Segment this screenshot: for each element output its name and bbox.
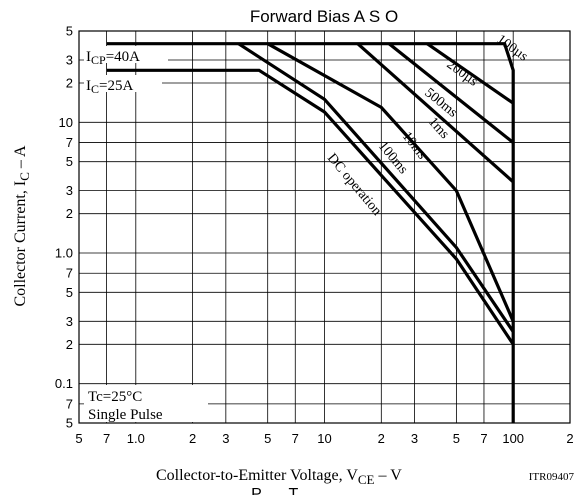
y-tick-label-0-07: 7 xyxy=(66,396,73,411)
footer-text: P___T___ xyxy=(251,486,326,495)
y-axis-label-unit: – A xyxy=(12,145,29,172)
y-tick-label-50: 5 xyxy=(66,24,73,39)
y-tick-label-7: 7 xyxy=(66,135,73,150)
series-line-100us xyxy=(106,42,515,423)
annotation-icp-main: I xyxy=(86,49,91,65)
x-tick-label-50: 5 xyxy=(453,431,460,446)
series-line-500ms xyxy=(388,42,515,144)
y-tick-label-10: 10 xyxy=(59,115,73,130)
x-tick-label-0-5: 5 xyxy=(75,431,82,446)
series-label-200us: 200µs xyxy=(444,57,481,89)
y-tick-label-20: 2 xyxy=(66,75,73,90)
annotation-ic: IC=25A xyxy=(84,75,162,96)
annotation-icp-rest: =40A xyxy=(106,49,140,65)
svg-text:Collector Current, IC – A: Collector Current, IC – A xyxy=(12,145,32,307)
x-tick-label-5: 5 xyxy=(264,431,271,446)
y-tick-label-3: 3 xyxy=(66,183,73,198)
series-label-1ms: 1ms xyxy=(425,115,452,142)
y-tick-label-1: 1.0 xyxy=(55,245,73,260)
y-axis-label: Collector Current, IC – A xyxy=(12,145,32,307)
x-tick-label-200: 2 xyxy=(566,431,573,446)
x-tick-label-3: 3 xyxy=(222,431,229,446)
y-axis-label-main: Collector Current, I xyxy=(12,181,29,307)
y-tick-label-0-3: 3 xyxy=(66,314,73,329)
x-tick-label-20: 2 xyxy=(378,431,385,446)
series-label-dc: DC operation xyxy=(324,151,384,219)
x-tick-label-2: 2 xyxy=(189,431,196,446)
series-label-500ms: 500ms xyxy=(421,85,459,120)
y-tick-labels: 5 3 2 10 7 5 3 2 1.0 7 5 3 2 0.1 7 5 xyxy=(55,24,73,431)
x-axis-label-sub: CE xyxy=(358,472,375,487)
svg-text:ICP=40A: ICP=40A xyxy=(86,49,140,67)
series-line-dc-operation xyxy=(106,68,515,346)
annotation-ic-sub: C xyxy=(91,82,99,96)
series-line-1ms xyxy=(356,42,515,184)
annotation-tc: Tc=25°C xyxy=(88,389,142,405)
annotation-icp: ICP=40A xyxy=(84,46,168,67)
y-tick-label-5: 5 xyxy=(66,154,73,169)
x-tick-label-10: 10 xyxy=(317,431,331,446)
x-tick-label-0-7: 7 xyxy=(103,431,110,446)
annotation-single-pulse: Single Pulse xyxy=(88,407,163,423)
x-tick-label-7: 7 xyxy=(292,431,299,446)
y-tick-label-2: 2 xyxy=(66,206,73,221)
annotation-ic-rest: =25A xyxy=(99,78,133,94)
x-tick-label-100: 100 xyxy=(502,431,524,446)
svg-text:Collector-to-Emitter Voltage,: Collector-to-Emitter Voltage, VCE – V xyxy=(156,467,402,487)
y-tick-label-0-2: 2 xyxy=(66,337,73,352)
y-axis-label-sub: C xyxy=(17,172,32,181)
x-axis-label: Collector-to-Emitter Voltage, VCE – V xyxy=(156,467,402,487)
figure-code: ITR09407 xyxy=(529,471,575,483)
chart-title: Forward Bias A S O xyxy=(250,7,398,26)
x-tick-labels: 5 7 1.0 2 3 5 7 10 2 3 5 7 100 2 xyxy=(75,431,573,446)
y-tick-label-0-5: 5 xyxy=(66,285,73,300)
annotation-ic-main: I xyxy=(86,78,91,94)
y-tick-label-0-7: 7 xyxy=(66,266,73,281)
y-tick-label-0-05: 5 xyxy=(66,416,73,431)
series-line-200us xyxy=(426,42,515,105)
y-tick-label-0-1: 0.1 xyxy=(55,376,73,391)
annotation-icp-sub: CP xyxy=(91,53,106,67)
x-tick-label-70: 7 xyxy=(480,431,487,446)
x-tick-label-30: 3 xyxy=(411,431,418,446)
x-axis-label-unit: – V xyxy=(375,467,403,484)
annotation-conditions: Tc=25°C Single Pulse xyxy=(84,385,208,423)
y-tick-label-30: 3 xyxy=(66,52,73,67)
x-axis-label-main: Collector-to-Emitter Voltage, V xyxy=(156,467,358,484)
series-line-10ms xyxy=(266,42,515,322)
x-tick-label-1: 1.0 xyxy=(127,431,145,446)
series-curves xyxy=(106,42,515,423)
svg-text:IC=25A: IC=25A xyxy=(86,78,133,96)
plot-frame xyxy=(78,30,571,424)
series-line-100ms xyxy=(237,42,515,333)
